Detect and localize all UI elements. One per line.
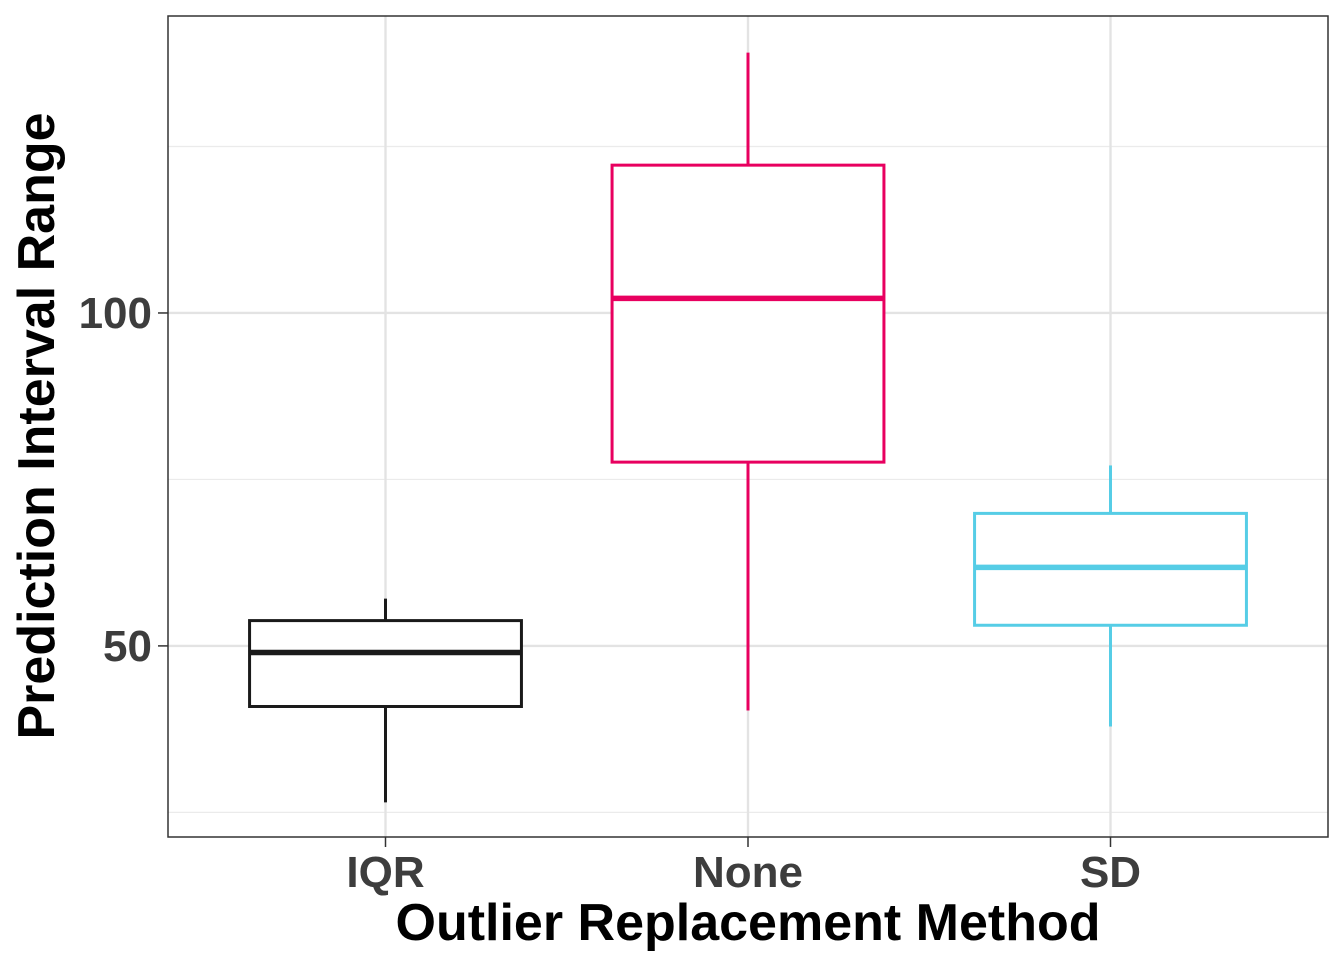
interquartile-box [610,163,886,464]
box-sd [973,465,1248,727]
x-tick-labels: IQR None SD [346,848,1141,897]
interquartile-box [248,619,523,708]
x-tick-label: IQR [346,848,424,897]
y-tick-labels: 50 100 [79,289,152,671]
axis-ticks [158,312,1112,847]
y-axis-title: Prediction Interval Range [8,112,66,739]
box-none [610,52,886,711]
y-tick-label: 50 [103,622,152,671]
x-tick-label: None [693,848,803,897]
x-axis-title: Outlier Replacement Method [396,894,1101,952]
box-iqr [248,598,523,803]
y-tick-label: 100 [79,289,152,338]
boxes [248,52,1248,803]
x-tick-label: SD [1080,848,1141,897]
